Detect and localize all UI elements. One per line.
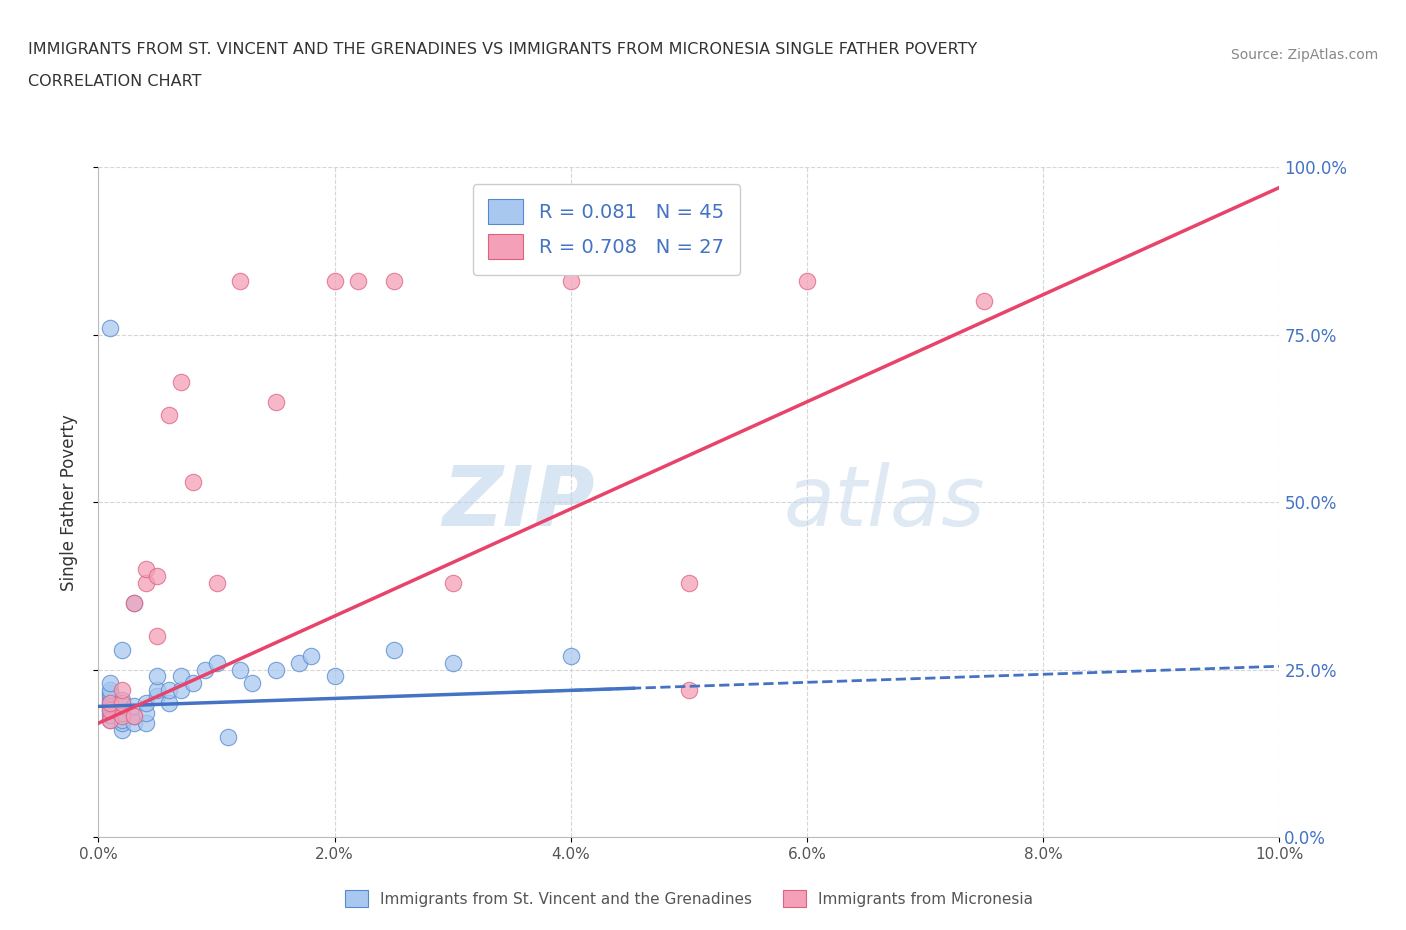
Point [111,692,134,707]
Point [240,675,263,690]
Point [382,642,405,657]
Point [181,474,204,489]
Point [135,706,157,721]
Point [560,649,582,664]
Point [678,575,700,590]
Point [157,696,180,711]
Point [98,702,121,717]
Point [122,595,145,610]
Point [678,683,700,698]
Point [111,723,134,737]
Point [98,675,121,690]
Point [229,273,252,288]
Point [111,706,134,721]
Point [122,716,145,731]
Point [217,729,239,744]
Text: IMMIGRANTS FROM ST. VINCENT AND THE GRENADINES VS IMMIGRANTS FROM MICRONESIA SIN: IMMIGRANTS FROM ST. VINCENT AND THE GREN… [28,42,977,57]
Point [122,699,145,714]
Point [98,696,121,711]
Point [796,273,818,288]
Point [157,407,180,422]
Point [146,629,169,644]
Point [135,716,157,731]
Point [146,689,169,704]
Y-axis label: Single Father Poverty: Single Father Poverty [59,414,77,591]
Point [146,568,169,583]
Point [98,708,121,723]
Point [157,683,180,698]
Point [205,575,228,590]
Point [98,689,121,704]
Point [323,669,346,684]
Point [973,294,995,309]
Text: CORRELATION CHART: CORRELATION CHART [28,74,201,89]
Point [135,575,157,590]
Point [98,712,121,727]
Point [264,394,287,409]
Point [135,696,157,711]
Point [560,273,582,288]
Point [111,696,134,711]
Point [170,374,193,389]
Point [205,656,228,671]
Point [98,712,121,727]
Point [288,656,311,671]
Point [229,662,252,677]
Point [111,709,134,724]
Point [299,649,322,664]
Point [111,642,134,657]
Point [122,709,145,724]
Text: atlas: atlas [783,461,986,543]
Point [98,683,121,698]
Point [264,662,287,677]
Point [441,575,464,590]
Point [111,699,134,714]
Point [194,662,217,677]
Point [135,562,157,577]
Legend: Immigrants from St. Vincent and the Grenadines, Immigrants from Micronesia: Immigrants from St. Vincent and the Gren… [339,884,1039,913]
Legend: R = 0.081   N = 45, R = 0.708   N = 27: R = 0.081 N = 45, R = 0.708 N = 27 [472,184,740,274]
Point [122,709,145,724]
Point [98,692,121,707]
Point [323,273,346,288]
Point [170,669,193,684]
Point [347,273,370,288]
Point [98,685,121,700]
Point [98,699,121,714]
Point [170,683,193,698]
Point [98,321,121,336]
Point [98,696,121,711]
Point [146,683,169,698]
Point [98,702,121,717]
Point [441,656,464,671]
Point [146,669,169,684]
Point [111,683,134,698]
Point [111,712,134,727]
Point [111,716,134,731]
Point [122,595,145,610]
Text: Source: ZipAtlas.com: Source: ZipAtlas.com [1230,48,1378,62]
Text: ZIP: ZIP [441,461,595,543]
Point [181,675,204,690]
Point [382,273,405,288]
